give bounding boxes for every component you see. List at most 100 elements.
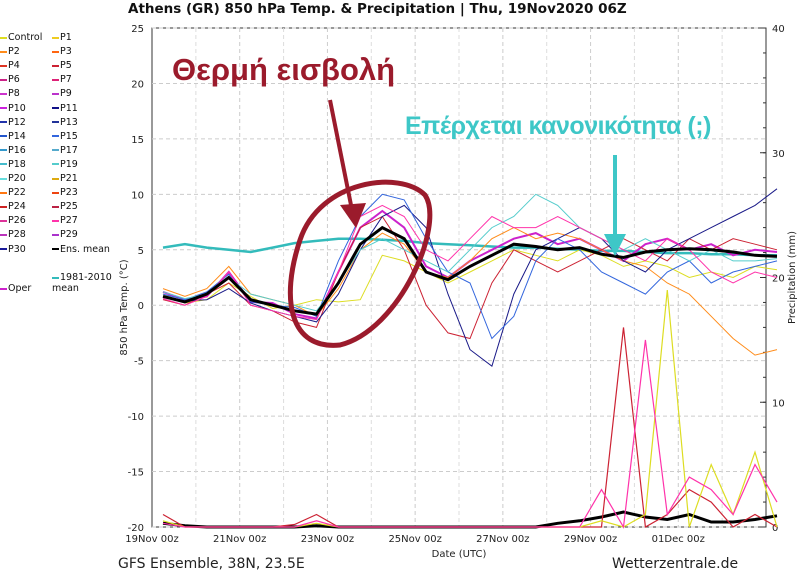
- legend-item: P2: [0, 46, 20, 57]
- y-tick-label: 25: [131, 24, 144, 35]
- legend-item: P12: [0, 117, 26, 128]
- legend-item: P8: [0, 88, 20, 99]
- x-tick-label: 27Nov 00z: [476, 534, 529, 545]
- legend-label: Ens. mean: [60, 243, 110, 255]
- legend-item: P28: [0, 229, 26, 240]
- legend-item: P16: [0, 145, 26, 156]
- legend-item: Ens. mean: [52, 244, 110, 255]
- legend-swatch: [0, 36, 7, 39]
- legend-item: P15: [52, 131, 78, 142]
- legend-item-oper: Oper: [0, 283, 31, 294]
- legend-swatch: [0, 92, 7, 95]
- legend-swatch: [0, 191, 7, 194]
- legend-item: P27: [52, 215, 78, 226]
- legend-item: P6: [0, 74, 20, 85]
- y-tick-label: 0: [138, 301, 144, 312]
- arrow-head-normal-icon: [604, 234, 626, 256]
- legend-item: P1: [52, 32, 72, 43]
- series-line-p19: [162, 193, 778, 312]
- legend-swatch: [0, 248, 7, 250]
- legend-item: Control: [0, 32, 42, 43]
- legend-label: P9: [60, 88, 72, 100]
- legend-label: Control: [8, 32, 43, 43]
- legend-item: P10: [0, 103, 26, 114]
- series-line-ens-mean: [162, 225, 778, 316]
- footer-source: Wetterzentrale.de: [612, 556, 739, 572]
- legend-item: P4: [0, 60, 20, 71]
- legend-label: Oper: [8, 283, 32, 294]
- legend-label: P6: [8, 74, 20, 86]
- annotation-arrow-warm: [328, 99, 354, 211]
- precip-line-p26: [162, 339, 778, 529]
- legend-label: 1981-2010 mean: [52, 272, 112, 294]
- legend-item: P25: [52, 201, 78, 212]
- footer-model-info: GFS Ensemble, 38N, 23.5E: [118, 556, 305, 572]
- legend-item: P23: [52, 187, 78, 198]
- legend-label: P8: [8, 88, 20, 100]
- legend-swatch: [52, 233, 59, 236]
- annotation-normality: Επέρχεται κανονικότητα (;): [405, 112, 711, 140]
- legend-label: P25: [60, 201, 78, 213]
- legend-label: P11: [60, 102, 78, 114]
- legend-swatch: [52, 163, 59, 166]
- legend-label: P13: [60, 116, 78, 128]
- legend-label: P19: [60, 158, 78, 170]
- legend-swatch: [0, 205, 7, 208]
- legend-label: P14: [8, 130, 26, 142]
- legend-swatch: [52, 135, 59, 138]
- y2-tick-label: 10: [772, 398, 785, 409]
- legend-item: P3: [52, 46, 72, 57]
- legend-swatch: [52, 92, 59, 95]
- legend-swatch: [0, 149, 7, 152]
- legend-swatch: [0, 163, 7, 166]
- annotation-ellipse: [287, 179, 433, 348]
- legend-item: P17: [52, 145, 78, 156]
- legend-label: P27: [60, 215, 78, 227]
- legend-swatch: [52, 64, 59, 67]
- legend-swatch: [0, 50, 7, 53]
- legend-swatch: [0, 177, 7, 180]
- legend-label: P7: [60, 74, 72, 86]
- legend-item: P18: [0, 159, 26, 170]
- legend-swatch: [52, 50, 59, 53]
- legend-item: P9: [52, 88, 72, 99]
- x-tick-label: 19Nov 00z: [125, 534, 178, 545]
- legend-item: P7: [52, 74, 72, 85]
- legend-item: P13: [52, 117, 78, 128]
- x-tick-label: 25Nov 00z: [388, 534, 441, 545]
- legend-label: P17: [60, 144, 78, 156]
- legend-label: P5: [60, 60, 72, 72]
- x-tick-label: 21Nov 00z: [213, 534, 266, 545]
- legend-item: P24: [0, 201, 26, 212]
- legend-swatch: [52, 107, 59, 109]
- legend-label: P3: [60, 46, 72, 58]
- legend-swatch: [0, 78, 7, 81]
- legend-swatch: [52, 149, 59, 152]
- legend-label: P20: [8, 173, 26, 184]
- legend-item: P29: [52, 229, 78, 240]
- y-tick-label: -5: [134, 357, 144, 368]
- legend-swatch: [0, 233, 7, 236]
- legend-swatch: [52, 36, 59, 39]
- legend-label: P18: [8, 158, 26, 170]
- legend-item: P30: [0, 244, 26, 255]
- y-tick-label: -20: [128, 523, 144, 534]
- legend-label: P22: [8, 187, 26, 199]
- legend-swatch: [52, 219, 59, 222]
- legend-item: P5: [52, 60, 72, 71]
- y2-tick-label: 20: [772, 274, 785, 285]
- series-line-p11: [162, 188, 778, 368]
- legend-item: P11: [52, 103, 78, 114]
- legend-swatch: [0, 121, 7, 124]
- y-axis-label: 850 hPa Temp. (°C): [119, 259, 130, 355]
- series-line-p26: [162, 204, 778, 321]
- legend-swatch: [0, 219, 7, 222]
- y-tick-label: 5: [138, 246, 144, 257]
- legend-swatch: [0, 135, 7, 138]
- legend-swatch: [52, 248, 59, 250]
- legend-label: P21: [60, 173, 78, 184]
- legend-label: P23: [60, 187, 78, 199]
- legend-label: P12: [8, 116, 26, 128]
- annotation-warm-advection: Θερμή εισβολή: [172, 52, 396, 87]
